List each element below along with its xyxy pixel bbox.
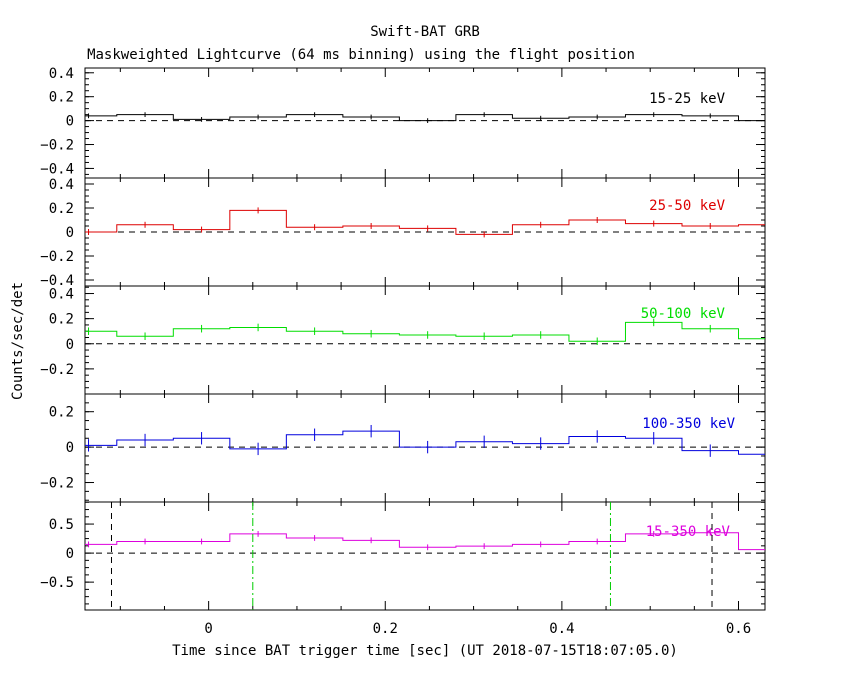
panel-frame [84, 67, 766, 179]
y-tick-label: 0.4 [49, 287, 74, 303]
band-label: 100-350 keV [642, 416, 735, 432]
band-label: 15-25 keV [649, 91, 725, 107]
y-tick-label: 0.4 [49, 66, 74, 82]
band-label: 50-100 keV [641, 306, 726, 322]
y-tick-label: 0 [66, 337, 74, 353]
y-tick-label: 0.2 [49, 201, 74, 217]
y-tick-label: 0.2 [49, 405, 74, 421]
y-tick-label: −0.2 [40, 249, 74, 265]
y-tick-label: 0 [66, 440, 74, 456]
y-axis-label: Counts/sec/det [10, 282, 26, 400]
panel-1: −0.4 −0.2 0 0.2 0.4 25-50 keV [40, 177, 766, 289]
x-tick-label: 0.2 [373, 621, 398, 637]
y-tick-label: −0.4 [40, 161, 74, 177]
y-tick-label: 0 [66, 546, 74, 562]
y-tick-label: 0.2 [49, 90, 74, 106]
y-tick-label: 0 [66, 114, 74, 130]
panel-4: −0.5 0 0.5 15-350 keV [40, 501, 766, 611]
y-tick-label: 0.5 [49, 517, 74, 533]
y-tick-label: −0.4 [40, 273, 74, 289]
panel-0: −0.4 −0.2 0 0.2 0.4 15-25 keV [40, 66, 766, 179]
x-tick-label: 0 [204, 621, 212, 637]
x-tick-label: 0.4 [549, 621, 574, 637]
y-tick-label: −0.2 [40, 476, 74, 492]
panels-group: −0.4 −0.2 0 0.2 0.4 15-25 keV −0.4 −0.2 0 0.2 0.4 2… [40, 66, 766, 637]
y-tick-label: −0.2 [40, 138, 74, 154]
band-label: 25-50 keV [649, 198, 725, 214]
panel-3: −0.2 0 0.2 100-350 keV [40, 393, 766, 503]
panel-frame [84, 393, 766, 503]
y-tick-label: 0.2 [49, 312, 74, 328]
x-tick-label: 0.6 [726, 621, 751, 637]
y-tick-label: −0.5 [40, 575, 74, 591]
panel-2: −0.2 0 0.2 0.4 50-100 keV [40, 285, 766, 395]
chart-title: Swift-BAT GRB [370, 24, 480, 40]
chart-subtitle: Maskweighted Lightcurve (64 ms binning) … [87, 47, 635, 63]
series-line [85, 114, 765, 122]
panel-frame [84, 285, 766, 395]
y-tick-label: 0.4 [49, 177, 74, 193]
y-tick-label: −0.2 [40, 362, 74, 378]
series-line [85, 321, 765, 342]
y-tick-label: 0 [66, 225, 74, 241]
x-axis-label: Time since BAT trigger time [sec] (UT 20… [172, 643, 678, 659]
series-line [85, 430, 765, 455]
series-line [85, 209, 765, 235]
panel-frame [84, 501, 766, 611]
series-line [85, 532, 765, 551]
band-label: 15-350 keV [646, 524, 731, 540]
